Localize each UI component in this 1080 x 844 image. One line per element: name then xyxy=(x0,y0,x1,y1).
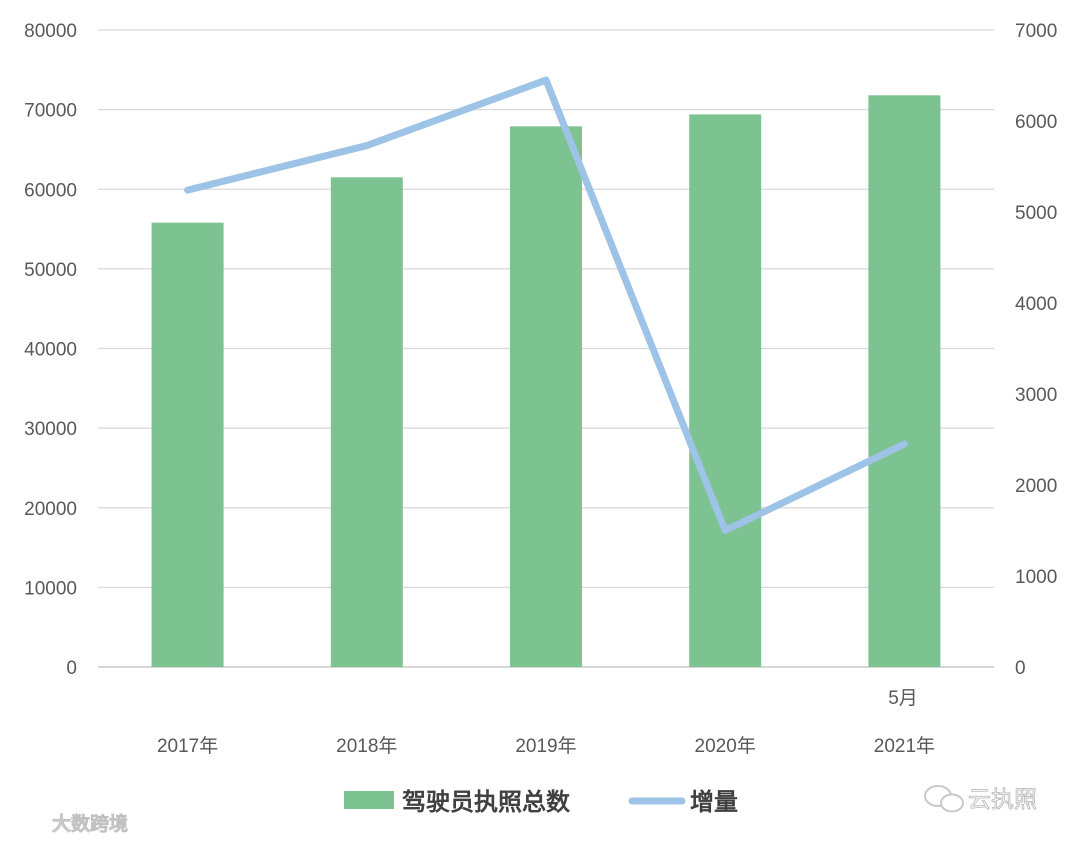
wechat-icon xyxy=(924,785,964,813)
y-left-tick-label: 40000 xyxy=(24,340,77,361)
watermark-logo-icon-2 xyxy=(30,812,42,824)
bar xyxy=(330,177,403,667)
line-path xyxy=(184,76,908,534)
x-tick-label: 2020年 xyxy=(695,735,756,757)
y-left-tick-label: 80000 xyxy=(24,21,77,42)
y-right-tick-label: 1000 xyxy=(1015,567,1057,588)
legend-label-line: 增量 xyxy=(690,788,738,816)
line-series xyxy=(184,76,908,534)
legend: 驾驶员执照总数 增量 xyxy=(344,788,738,816)
y-left-tick-label: 60000 xyxy=(24,180,77,201)
y-right-tick-label: 4000 xyxy=(1015,294,1057,315)
y-right-tick-label: 0 xyxy=(1015,658,1026,679)
y-left-tick-label: 70000 xyxy=(24,101,77,122)
y-axis-right: 0 1000 2000 3000 4000 5000 6000 7000 xyxy=(1015,21,1057,679)
y-left-tick-label: 10000 xyxy=(24,578,77,599)
x-tick-label: 2019年 xyxy=(515,735,576,757)
bar xyxy=(689,114,762,668)
watermark-logo-icon xyxy=(13,813,31,831)
y-right-tick-label: 7000 xyxy=(1015,21,1057,42)
y-axis-left: 0 10000 20000 30000 40000 50000 60000 70000 8000… xyxy=(24,21,77,679)
bar xyxy=(510,126,582,667)
y-left-tick-label: 0 xyxy=(66,658,77,679)
y-left-tick-label: 20000 xyxy=(24,499,77,520)
legend-label-bar: 驾驶员执照总数 xyxy=(402,788,571,816)
watermark-text-right: 云执照 xyxy=(968,787,1037,813)
x-tick-label: 2017年 xyxy=(157,735,218,757)
x-tick-label: 2021年 xyxy=(874,735,935,757)
y-right-tick-label: 6000 xyxy=(1015,112,1057,133)
x-tick-label: 2018年 xyxy=(336,735,397,757)
bar xyxy=(151,222,224,667)
watermark-left: 大数跨境 xyxy=(13,812,128,835)
y-left-tick-label: 50000 xyxy=(24,260,77,281)
legend-swatch-bar xyxy=(344,791,394,809)
bar xyxy=(868,95,941,668)
annotation-5-month: 5月 xyxy=(888,688,918,709)
x-axis-labels: 2017年 2018年 2019年 2020年 2021年 xyxy=(157,735,935,757)
y-right-tick-label: 2000 xyxy=(1015,476,1057,497)
y-right-tick-label: 5000 xyxy=(1015,203,1057,224)
watermark-text-left: 大数跨境 xyxy=(52,812,128,835)
watermark-right: 云执照 xyxy=(924,785,1037,813)
y-right-tick-label: 3000 xyxy=(1015,385,1057,406)
y-left-tick-label: 30000 xyxy=(24,419,77,440)
bar-series xyxy=(151,95,941,668)
